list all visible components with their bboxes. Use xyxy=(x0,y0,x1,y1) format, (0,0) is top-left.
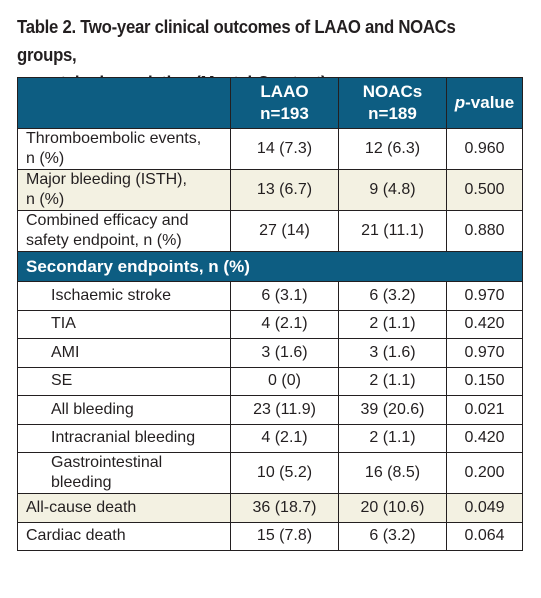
header-p-italic: p xyxy=(454,93,466,112)
row-label: AMI xyxy=(17,338,231,368)
row-label-line-2: safety endpoint, n (%) xyxy=(26,232,182,249)
table-row-se: SE 0 (0) 2 (1.1) 0.150 xyxy=(17,366,523,396)
table-row-ami: AMI 3 (1.6) 3 (1.6) 0.970 xyxy=(17,338,523,368)
p-value-cell: 0.150 xyxy=(446,366,523,396)
row-label-line-1: Combined efficacy and xyxy=(26,212,189,229)
header-noacs-n: n=189 xyxy=(368,104,417,123)
laao-cell: 36 (18.7) xyxy=(230,493,339,523)
row-label: All bleeding xyxy=(17,395,231,425)
laao-cell: 4 (2.1) xyxy=(230,423,339,453)
header-laao: LAAO n=193 xyxy=(230,77,339,129)
p-value-cell: 0.970 xyxy=(446,281,523,311)
header-laao-n: n=193 xyxy=(260,104,309,123)
row-label-line-1: Gastrointestinal xyxy=(51,454,163,471)
p-value-cell: 0.970 xyxy=(446,338,523,368)
header-blank xyxy=(17,77,231,129)
laao-cell: 14 (7.3) xyxy=(230,128,339,170)
p-value-cell: 0.880 xyxy=(446,210,523,252)
laao-cell: 4 (2.1) xyxy=(230,309,339,339)
row-label-line-2: n (%) xyxy=(26,150,65,167)
row-label-line-2: n (%) xyxy=(26,191,65,208)
row-label: Ischaemic stroke xyxy=(17,281,231,311)
noacs-cell: 3 (1.6) xyxy=(338,338,447,368)
noacs-cell: 16 (8.5) xyxy=(338,452,447,494)
table-row-ischaemic-stroke: Ischaemic stroke 6 (3.1) 6 (3.2) 0.970 xyxy=(17,281,523,311)
row-label: SE xyxy=(17,366,231,396)
laao-cell: 0 (0) xyxy=(230,366,339,396)
laao-cell: 3 (1.6) xyxy=(230,338,339,368)
table-row-major-bleeding: Major bleeding (ISTH), n (%) 13 (6.7) 9 … xyxy=(17,169,523,211)
row-label-line-1: Thromboembolic events, xyxy=(26,130,202,147)
laao-cell: 15 (7.8) xyxy=(230,521,339,551)
table-row-combined-endpoint: Combined efficacy and safety endpoint, n… xyxy=(17,210,523,252)
noacs-cell: 6 (3.2) xyxy=(338,281,447,311)
row-label-line-1: Major bleeding (ISTH), xyxy=(26,171,187,188)
header-row: LAAO n=193 NOACs n=189 p-value xyxy=(17,77,523,129)
table-row-gi-bleeding: Gastrointestinal bleeding 10 (5.2) 16 (8… xyxy=(17,452,523,494)
table-row-intracranial-bleeding: Intracranial bleeding 4 (2.1) 2 (1.1) 0.… xyxy=(17,423,523,453)
laao-cell: 13 (6.7) xyxy=(230,169,339,211)
p-value-cell: 0.064 xyxy=(446,521,523,551)
noacs-cell: 6 (3.2) xyxy=(338,521,447,551)
p-value-cell: 0.200 xyxy=(446,452,523,494)
p-value-cell: 0.500 xyxy=(446,169,523,211)
noacs-cell: 20 (10.6) xyxy=(338,493,447,523)
noacs-cell: 12 (6.3) xyxy=(338,128,447,170)
laao-cell: 27 (14) xyxy=(230,210,339,252)
p-value-cell: 0.420 xyxy=(446,309,523,339)
row-label: Combined efficacy and safety endpoint, n… xyxy=(17,210,231,252)
table-row-all-bleeding: All bleeding 23 (11.9) 39 (20.6) 0.021 xyxy=(17,395,523,425)
row-label-line-2: bleeding xyxy=(51,474,112,491)
table-row-cardiac-death: Cardiac death 15 (7.8) 6 (3.2) 0.064 xyxy=(17,521,523,551)
row-label: All-cause death xyxy=(17,493,231,523)
noacs-cell: 2 (1.1) xyxy=(338,309,447,339)
laao-cell: 10 (5.2) xyxy=(230,452,339,494)
header-p-rest: -value xyxy=(465,93,515,112)
noacs-cell: 39 (20.6) xyxy=(338,395,447,425)
table-row-tia: TIA 4 (2.1) 2 (1.1) 0.420 xyxy=(17,309,523,339)
outcomes-table: LAAO n=193 NOACs n=189 p-value Thromboem… xyxy=(17,77,523,551)
caption-line-1: Table 2. Two-year clinical outcomes of L… xyxy=(17,17,456,65)
p-value-cell: 0.420 xyxy=(446,423,523,453)
noacs-cell: 2 (1.1) xyxy=(338,366,447,396)
header-noacs-name: NOACs xyxy=(362,82,423,101)
row-label: Cardiac death xyxy=(17,521,231,551)
laao-cell: 6 (3.1) xyxy=(230,281,339,311)
p-value-cell: 0.049 xyxy=(446,493,523,523)
noacs-cell: 21 (11.1) xyxy=(338,210,447,252)
laao-cell: 23 (11.9) xyxy=(230,395,339,425)
table-row-thromboembolic: Thromboembolic events, n (%) 14 (7.3) 12… xyxy=(17,128,523,170)
row-label: Intracranial bleeding xyxy=(17,423,231,453)
row-label: Major bleeding (ISTH), n (%) xyxy=(17,169,231,211)
table-row-all-cause-death: All-cause death 36 (18.7) 20 (10.6) 0.04… xyxy=(17,493,523,523)
row-label: Thromboembolic events, n (%) xyxy=(17,128,231,170)
header-noacs: NOACs n=189 xyxy=(338,77,447,129)
section-row-secondary: Secondary endpoints, n (%) xyxy=(17,251,523,282)
row-label: Gastrointestinal bleeding xyxy=(17,452,231,494)
header-laao-name: LAAO xyxy=(260,82,309,101)
p-value-cell: 0.021 xyxy=(446,395,523,425)
header-p-value: p-value xyxy=(446,77,523,129)
noacs-cell: 2 (1.1) xyxy=(338,423,447,453)
p-value-cell: 0.960 xyxy=(446,128,523,170)
section-label: Secondary endpoints, n (%) xyxy=(17,251,523,282)
noacs-cell: 9 (4.8) xyxy=(338,169,447,211)
row-label: TIA xyxy=(17,309,231,339)
